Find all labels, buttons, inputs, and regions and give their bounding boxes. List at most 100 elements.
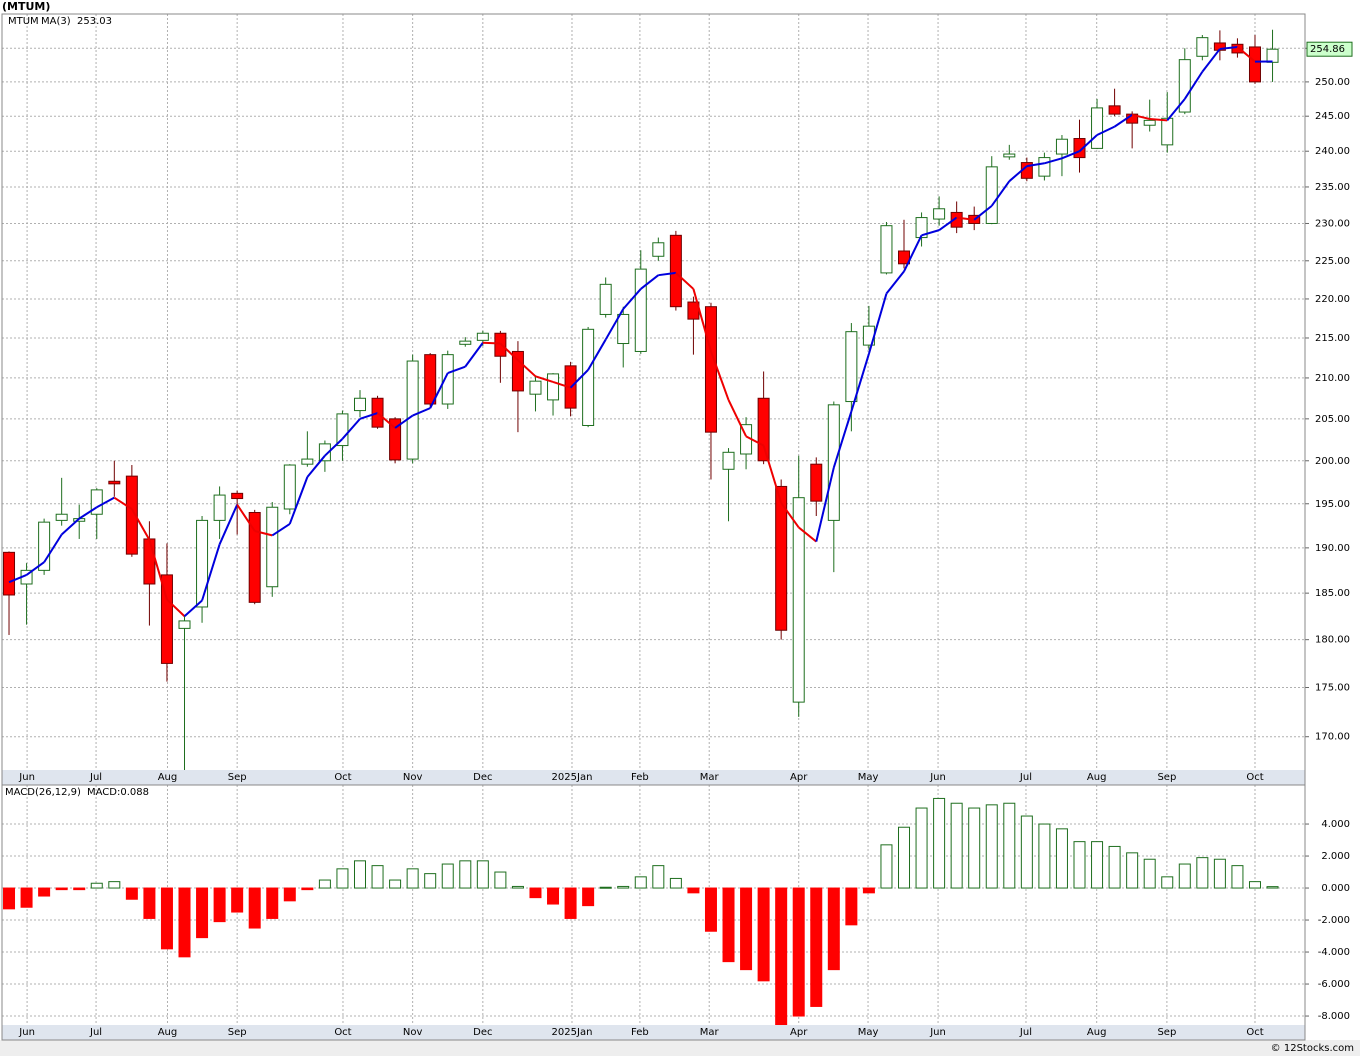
macd-bar <box>1038 823 1051 889</box>
macd-bar <box>1003 802 1016 889</box>
macd-bar <box>968 807 981 889</box>
x-tick-label: Apr <box>790 772 808 783</box>
x-tick-label: Jun <box>18 772 35 783</box>
candle-body <box>880 225 893 274</box>
candle-body <box>810 463 823 502</box>
macd-bar <box>1055 828 1068 889</box>
candle-body <box>1108 105 1121 115</box>
candle-body <box>792 497 805 703</box>
candle-body <box>511 350 524 392</box>
ma-segment <box>658 271 677 277</box>
macd-bar <box>775 887 788 1025</box>
x-tick-label: Mar <box>700 1027 720 1038</box>
candle-body <box>1003 153 1016 158</box>
ma-segment <box>710 351 730 401</box>
ma-segment <box>43 533 63 563</box>
x-tick-label: Oct <box>334 1027 351 1038</box>
macd-bar <box>424 873 437 889</box>
macd-bar <box>652 865 665 889</box>
macd-bar <box>441 863 454 889</box>
macd-bar <box>196 887 209 939</box>
y-tick-label: 4.000 <box>1321 819 1350 830</box>
ma-segment <box>517 359 537 378</box>
x-tick-label: Jun <box>929 772 946 783</box>
ma-segment <box>973 205 993 221</box>
macd-bar <box>231 887 244 913</box>
candle-body <box>196 519 209 608</box>
candle-body <box>353 397 366 412</box>
ma-segment <box>675 272 695 290</box>
macd-bar <box>283 887 296 902</box>
macd-bar <box>406 868 419 889</box>
candle-body <box>722 451 735 470</box>
macd-bar <box>371 865 384 889</box>
macd-bar <box>757 887 770 982</box>
candle-body <box>108 480 121 485</box>
ma-segment <box>762 445 783 504</box>
x-tick-label: Oct <box>1246 772 1263 783</box>
x-tick-label: Feb <box>631 1027 649 1038</box>
y-tick-label: 200.00 <box>1315 456 1350 467</box>
ma-segment <box>499 342 519 361</box>
x-tick-label: Oct <box>334 772 351 783</box>
macd-bar <box>810 887 823 1007</box>
y-tick-label: 240.00 <box>1315 146 1350 157</box>
x-tick-label: Jun <box>18 1027 35 1038</box>
macd-bar <box>3 887 16 910</box>
y-tick-label: 250.00 <box>1315 77 1350 88</box>
x-tick-label: Dec <box>473 772 492 783</box>
x-tick-label: Sep <box>1157 772 1176 783</box>
macd-bar <box>1231 865 1244 889</box>
ma-segment <box>780 502 800 529</box>
macd-bar <box>73 887 86 891</box>
y-tick-label: 2.000 <box>1321 851 1350 862</box>
legend-ma: MA(3) <box>41 16 71 27</box>
x-tick-label: Sep <box>228 772 247 783</box>
ma-segment <box>60 517 80 536</box>
ma-segment <box>587 339 607 371</box>
macd-bar <box>880 844 893 889</box>
candle-body <box>599 283 612 315</box>
candle-body <box>1196 37 1209 57</box>
y-tick-label: 185.00 <box>1315 588 1350 599</box>
macd-bar <box>845 887 858 926</box>
candle-body <box>38 521 51 571</box>
candle-body <box>55 513 68 521</box>
macd-bar <box>38 887 51 897</box>
x-tick-label: Nov <box>403 772 423 783</box>
credit: © 12Stocks.com <box>1271 1043 1354 1054</box>
ma-segment <box>447 365 466 375</box>
candle-body <box>459 340 472 345</box>
ma-segment <box>640 274 659 290</box>
x-tick-label: May <box>858 1027 879 1038</box>
candle-body <box>985 166 998 224</box>
ma-segment <box>1114 113 1133 128</box>
macd-bar <box>740 887 753 971</box>
y-tick-label: -4.000 <box>1318 947 1350 958</box>
ma-segment <box>815 467 835 542</box>
candle-body <box>827 404 840 521</box>
y-tick-label: 190.00 <box>1315 543 1350 554</box>
ma-segment <box>429 372 449 409</box>
macd-bar <box>1020 815 1033 889</box>
candle-body <box>529 380 542 395</box>
candle-body <box>406 360 419 460</box>
x-tick-label: Apr <box>790 1027 808 1038</box>
macd-bar <box>1266 886 1279 889</box>
ma-segment <box>1219 45 1238 50</box>
panel: Jun Jul Aug Sep Oct Nov Dec 2025Jan Feb Mar Apr May… <box>2 14 1353 783</box>
macd-bar <box>213 887 226 923</box>
candle-body <box>582 328 595 426</box>
candle-body <box>1231 43 1244 54</box>
chart-title: (MTUM) <box>2 0 50 13</box>
candle-body <box>1248 46 1261 83</box>
macd-bar <box>160 887 173 950</box>
macd-bar <box>529 887 542 899</box>
x-tick-label: Jul <box>1019 772 1032 783</box>
y-tick-label: 215.00 <box>1315 333 1350 344</box>
footer-bar <box>0 1040 1360 1056</box>
x-tick-label: Mar <box>700 772 720 783</box>
ma-segment <box>569 369 589 389</box>
candle-body <box>143 538 156 585</box>
ma-segment <box>1149 117 1168 122</box>
